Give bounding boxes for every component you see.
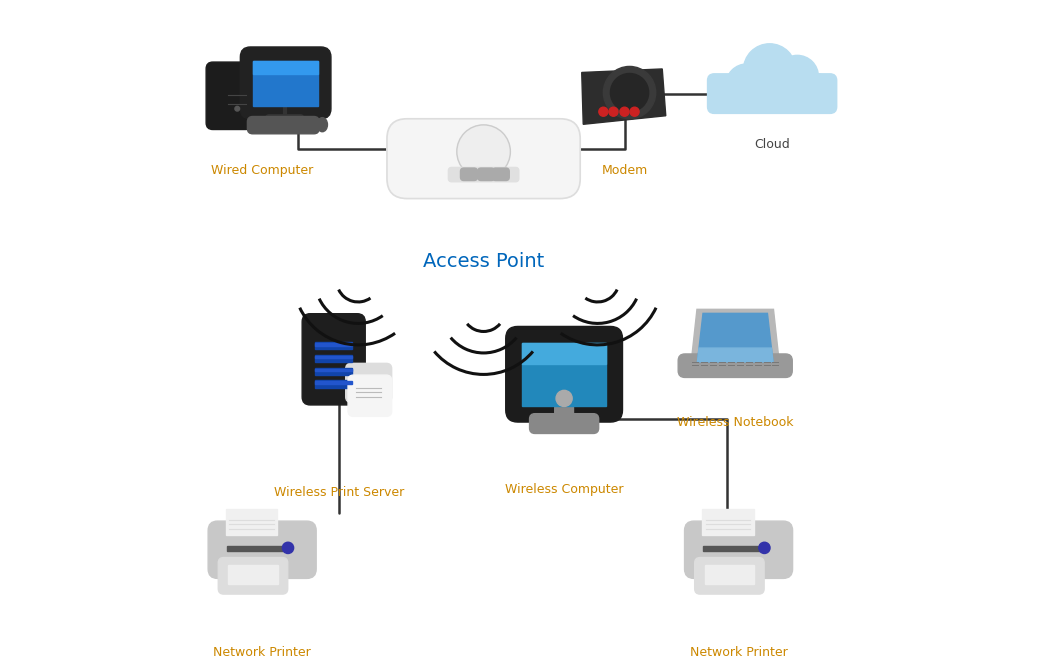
FancyBboxPatch shape <box>208 521 316 578</box>
FancyBboxPatch shape <box>206 62 252 130</box>
Circle shape <box>802 74 834 106</box>
Ellipse shape <box>401 156 566 191</box>
Circle shape <box>777 56 818 97</box>
Text: Wireless Computer: Wireless Computer <box>505 483 624 496</box>
Circle shape <box>235 107 239 111</box>
FancyBboxPatch shape <box>315 344 353 346</box>
FancyBboxPatch shape <box>315 342 353 350</box>
Text: Modem: Modem <box>602 164 648 177</box>
Circle shape <box>610 73 649 111</box>
FancyBboxPatch shape <box>240 47 331 119</box>
FancyBboxPatch shape <box>219 558 287 594</box>
Circle shape <box>599 107 608 116</box>
Circle shape <box>726 64 768 106</box>
FancyBboxPatch shape <box>348 375 391 416</box>
Circle shape <box>282 542 294 554</box>
Circle shape <box>620 107 629 116</box>
FancyBboxPatch shape <box>685 521 792 578</box>
FancyBboxPatch shape <box>315 356 353 358</box>
FancyBboxPatch shape <box>227 546 283 551</box>
FancyBboxPatch shape <box>530 413 599 433</box>
Text: Cloud: Cloud <box>755 138 790 150</box>
FancyBboxPatch shape <box>708 74 837 113</box>
Circle shape <box>604 66 656 119</box>
Circle shape <box>556 391 573 407</box>
FancyBboxPatch shape <box>704 546 760 551</box>
FancyBboxPatch shape <box>506 327 623 422</box>
Text: Wired Computer: Wired Computer <box>211 164 313 177</box>
FancyBboxPatch shape <box>315 381 353 384</box>
Polygon shape <box>582 69 666 124</box>
FancyBboxPatch shape <box>265 115 304 125</box>
Circle shape <box>457 125 510 178</box>
FancyBboxPatch shape <box>253 61 319 74</box>
Text: Network Printer: Network Printer <box>213 646 311 658</box>
FancyBboxPatch shape <box>228 565 278 584</box>
Circle shape <box>743 44 795 96</box>
Polygon shape <box>697 313 773 362</box>
FancyBboxPatch shape <box>449 168 518 182</box>
FancyBboxPatch shape <box>492 168 509 180</box>
Circle shape <box>710 81 738 109</box>
Polygon shape <box>691 309 780 365</box>
Polygon shape <box>697 348 773 362</box>
FancyBboxPatch shape <box>226 509 277 535</box>
FancyBboxPatch shape <box>523 343 606 364</box>
Circle shape <box>759 542 770 554</box>
FancyBboxPatch shape <box>694 558 764 594</box>
FancyBboxPatch shape <box>253 61 319 105</box>
FancyBboxPatch shape <box>523 343 606 405</box>
FancyBboxPatch shape <box>346 364 391 402</box>
Text: Wireless Notebook: Wireless Notebook <box>677 416 793 429</box>
FancyBboxPatch shape <box>555 405 574 425</box>
FancyBboxPatch shape <box>478 168 494 180</box>
FancyBboxPatch shape <box>315 380 353 388</box>
Ellipse shape <box>318 117 328 132</box>
FancyBboxPatch shape <box>302 314 365 405</box>
FancyBboxPatch shape <box>702 509 754 535</box>
Text: Access Point: Access Point <box>423 252 544 270</box>
FancyBboxPatch shape <box>248 117 320 134</box>
FancyBboxPatch shape <box>315 368 353 375</box>
FancyBboxPatch shape <box>705 565 754 584</box>
FancyBboxPatch shape <box>460 168 478 180</box>
Circle shape <box>630 107 639 116</box>
FancyBboxPatch shape <box>315 355 353 362</box>
FancyBboxPatch shape <box>678 354 792 377</box>
Circle shape <box>609 107 618 116</box>
Text: Network Printer: Network Printer <box>690 646 787 658</box>
FancyBboxPatch shape <box>315 369 353 371</box>
Text: Wireless Print Server: Wireless Print Server <box>274 486 405 499</box>
FancyBboxPatch shape <box>387 119 580 199</box>
